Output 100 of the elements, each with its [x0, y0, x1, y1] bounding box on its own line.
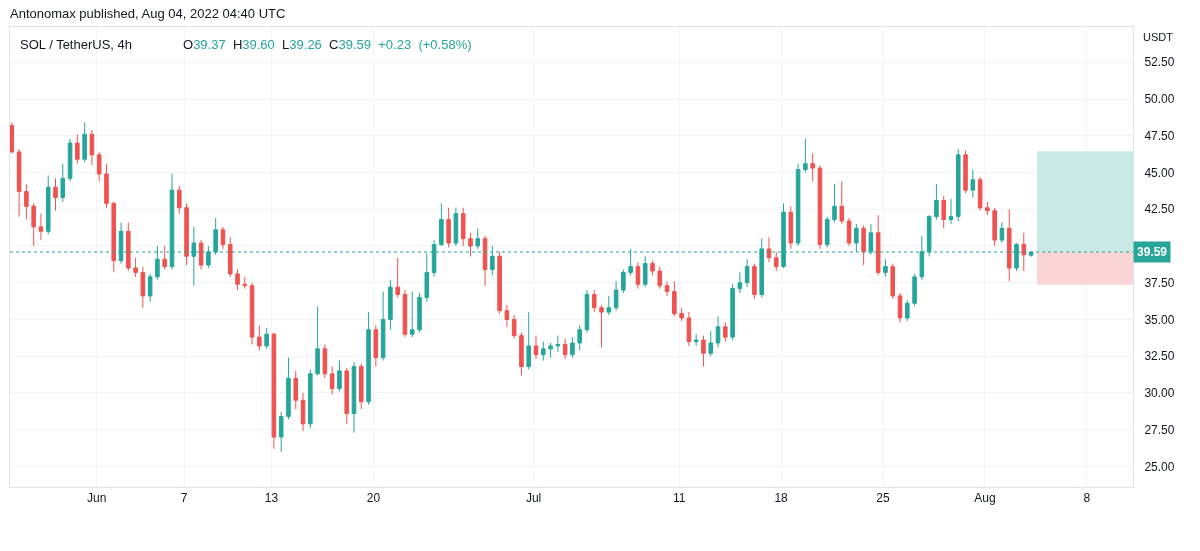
candlestick [934, 183, 939, 221]
text: O39.37 H39.60 L39.26 C39.59 +0.23 (+0.58%) [183, 37, 472, 52]
candlestick [344, 367, 349, 425]
candlestick [96, 151, 102, 182]
candlestick [730, 283, 735, 341]
candlestick [846, 217, 852, 247]
candlestick [613, 280, 619, 312]
candlestick [227, 236, 233, 278]
candlestick [752, 263, 757, 300]
y-tick-label: 52.50 [1144, 55, 1175, 70]
candlestick [941, 195, 946, 229]
candlestick [897, 292, 903, 323]
x-tick-label: 8 [1083, 491, 1091, 506]
candlestick [744, 258, 750, 288]
candlestick [475, 227, 481, 250]
candlestick [89, 129, 95, 166]
candlestick [308, 368, 313, 429]
candlestick [664, 280, 670, 297]
candlestick [373, 324, 379, 367]
candlestick [446, 207, 451, 248]
y-tick-label: 35.00 [1144, 312, 1175, 327]
candlestick [293, 370, 299, 410]
candlestick [657, 266, 663, 290]
y-tick-label: 30.00 [1144, 386, 1175, 401]
candlestick [555, 335, 561, 353]
candlestick [977, 176, 983, 212]
x-tick-label: 20 [366, 491, 381, 506]
candlestick [970, 169, 976, 198]
candlestick [60, 163, 66, 203]
candlestick [504, 304, 510, 328]
candlestick [482, 235, 488, 287]
y-tick-label: 27.50 [1144, 422, 1175, 437]
candlestick [257, 324, 262, 351]
candlestick [635, 261, 641, 290]
candlestick [905, 299, 910, 322]
text: Antonomax published, Aug 04, 2022 04:40 UTC [10, 6, 286, 21]
candlestick [824, 216, 830, 248]
candlestick [380, 291, 386, 362]
y-tick-label: 25.00 [1144, 459, 1175, 474]
candlestick [300, 392, 306, 432]
candlestick [351, 361, 357, 434]
candlestick [562, 338, 568, 360]
candlestick [773, 251, 779, 272]
y-axis-title: USDT [1143, 31, 1174, 43]
candlestick [147, 273, 153, 303]
candlestick [111, 201, 117, 273]
candlestick [963, 149, 968, 194]
x-tick-label: 11 [672, 491, 686, 506]
candlestick [271, 332, 277, 450]
candlestick [985, 201, 990, 216]
y-tick-label: 47.50 [1144, 128, 1175, 143]
candlestick [162, 245, 167, 270]
y-tick-label: 37.50 [1144, 275, 1175, 290]
candlestick [679, 307, 684, 322]
candlestick [955, 148, 961, 222]
x-tick-label: Jun [87, 491, 107, 506]
candlestick [591, 289, 597, 313]
candlestick [621, 268, 626, 294]
candlestick [402, 289, 408, 338]
candlestick [133, 257, 138, 278]
candlestick [599, 304, 604, 348]
candlestick [75, 133, 80, 165]
candlestick [715, 316, 721, 348]
candlestick [24, 183, 29, 221]
candlestick [1021, 232, 1027, 272]
candlestick [999, 221, 1005, 244]
candlestick [723, 321, 728, 342]
x-tick-label: Jul [525, 491, 542, 506]
candlestick [686, 311, 692, 347]
candlestick [890, 263, 896, 300]
x-tick-label: 18 [774, 491, 789, 506]
text: SOL / TetherUS, 4h [20, 37, 133, 52]
candlestick [417, 292, 422, 334]
candlestick [38, 213, 44, 241]
candlestick [82, 122, 87, 163]
candlestick [315, 305, 320, 376]
candlestick [249, 282, 255, 345]
candlestick [832, 183, 837, 223]
candlestick [992, 207, 997, 247]
candlestick [45, 174, 51, 235]
x-tick-label: Aug [974, 491, 996, 506]
candlestick [184, 202, 189, 266]
y-tick-label: 32.50 [1144, 349, 1175, 364]
candlestick [67, 138, 73, 182]
candlestick [439, 202, 444, 247]
candlestick [548, 342, 553, 359]
candlestick [737, 271, 743, 294]
candlestick [948, 198, 954, 225]
candlestick [460, 207, 466, 247]
candlestick [570, 336, 575, 359]
candlestick [650, 260, 655, 276]
candlestick [359, 363, 364, 410]
candlestick [31, 202, 36, 247]
candlestick [861, 224, 866, 266]
candlestick [883, 258, 888, 278]
candlestick [468, 232, 473, 257]
candlestick [497, 251, 502, 315]
x-tick-label: 13 [264, 491, 279, 506]
candlestick [198, 239, 204, 270]
y-tick-label: 42.50 [1144, 202, 1175, 217]
